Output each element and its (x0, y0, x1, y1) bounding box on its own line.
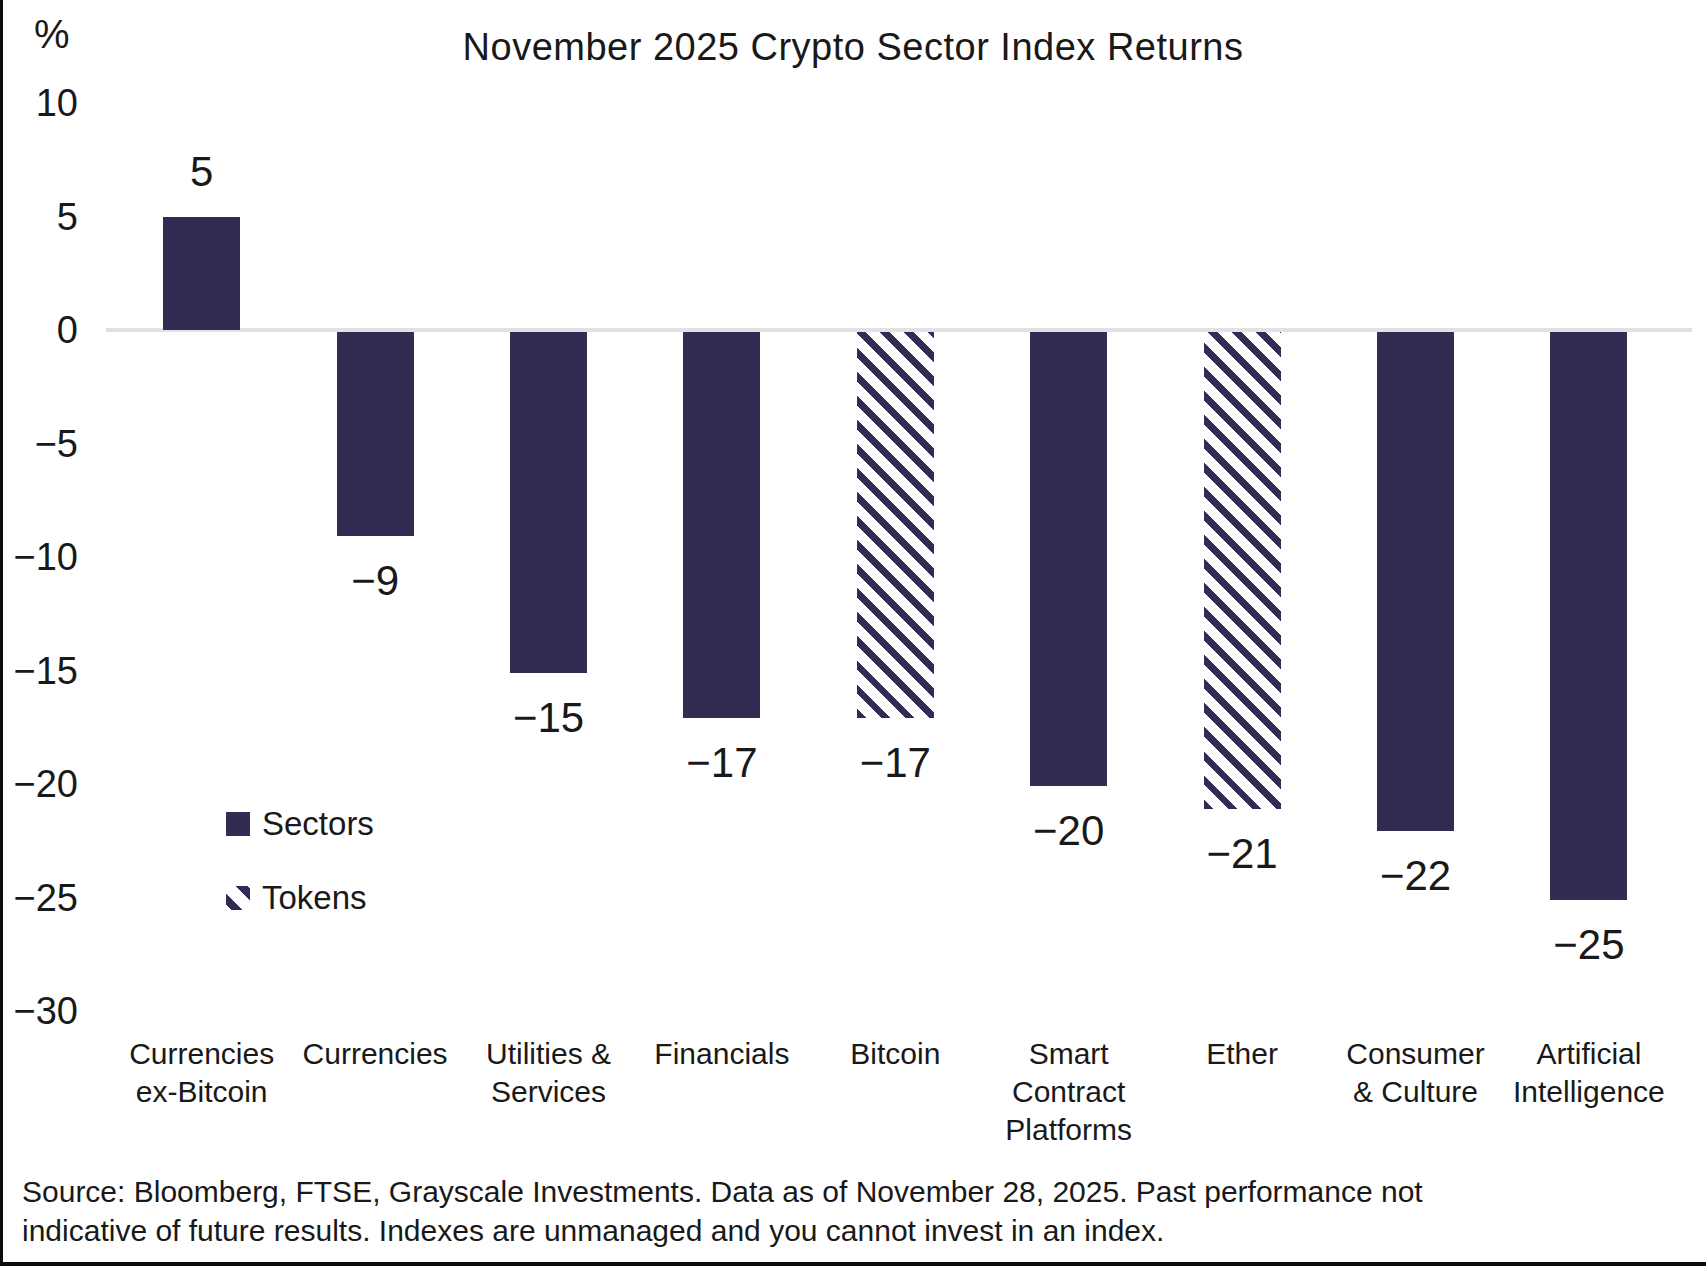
source-note: Source: Bloomberg, FTSE, Grayscale Inves… (22, 1172, 1642, 1250)
bar-solid (1377, 332, 1454, 831)
y-tick-label: 5 (0, 192, 78, 242)
bar-hatched (1204, 332, 1281, 809)
bar-value-label: 5 (122, 149, 282, 195)
tokens-hatched-swatch-icon (226, 886, 250, 910)
source-line-2: indicative of future results. Indexes ar… (22, 1214, 1164, 1247)
y-tick-label: −25 (0, 873, 78, 923)
bar-value-label: −20 (989, 808, 1149, 854)
bar-solid (1030, 332, 1107, 786)
legend-tokens-label: Tokens (262, 879, 367, 917)
source-line-1: Source: Bloomberg, FTSE, Grayscale Inves… (22, 1175, 1423, 1208)
sectors-solid-swatch-icon (226, 812, 250, 836)
frame-left-border (0, 0, 3, 1266)
bar-solid (337, 332, 414, 536)
bar-value-label: −22 (1336, 853, 1496, 899)
bar-value-label: −17 (642, 740, 802, 786)
y-tick-label: −30 (0, 986, 78, 1036)
bar-value-label: −15 (469, 695, 629, 741)
bar-hatched (857, 332, 934, 718)
legend-sectors-label: Sectors (262, 805, 374, 843)
y-tick-label: −5 (0, 419, 78, 469)
y-tick-label: 10 (0, 78, 78, 128)
bar-solid (1550, 332, 1627, 900)
frame-bottom-border (0, 1262, 1706, 1266)
bar-value-label: −9 (295, 558, 455, 604)
y-tick-label: 0 (0, 305, 78, 355)
bar-value-label: −21 (1162, 831, 1322, 877)
chart-title: November 2025 Crypto Sector Index Return… (0, 26, 1706, 69)
bar-value-label: −25 (1509, 922, 1669, 968)
bar-value-label: −17 (815, 740, 975, 786)
category-label: Artificial Intelligence (1479, 1035, 1699, 1111)
y-tick-label: −15 (0, 646, 78, 696)
y-tick-label: −20 (0, 759, 78, 809)
legend-item-tokens: Tokens (226, 875, 374, 921)
legend: Sectors Tokens (226, 801, 374, 949)
y-tick-label: −10 (0, 532, 78, 582)
bar-solid (683, 332, 760, 718)
legend-item-sectors: Sectors (226, 801, 374, 847)
bar-solid (163, 217, 240, 331)
bar-solid (510, 332, 587, 673)
